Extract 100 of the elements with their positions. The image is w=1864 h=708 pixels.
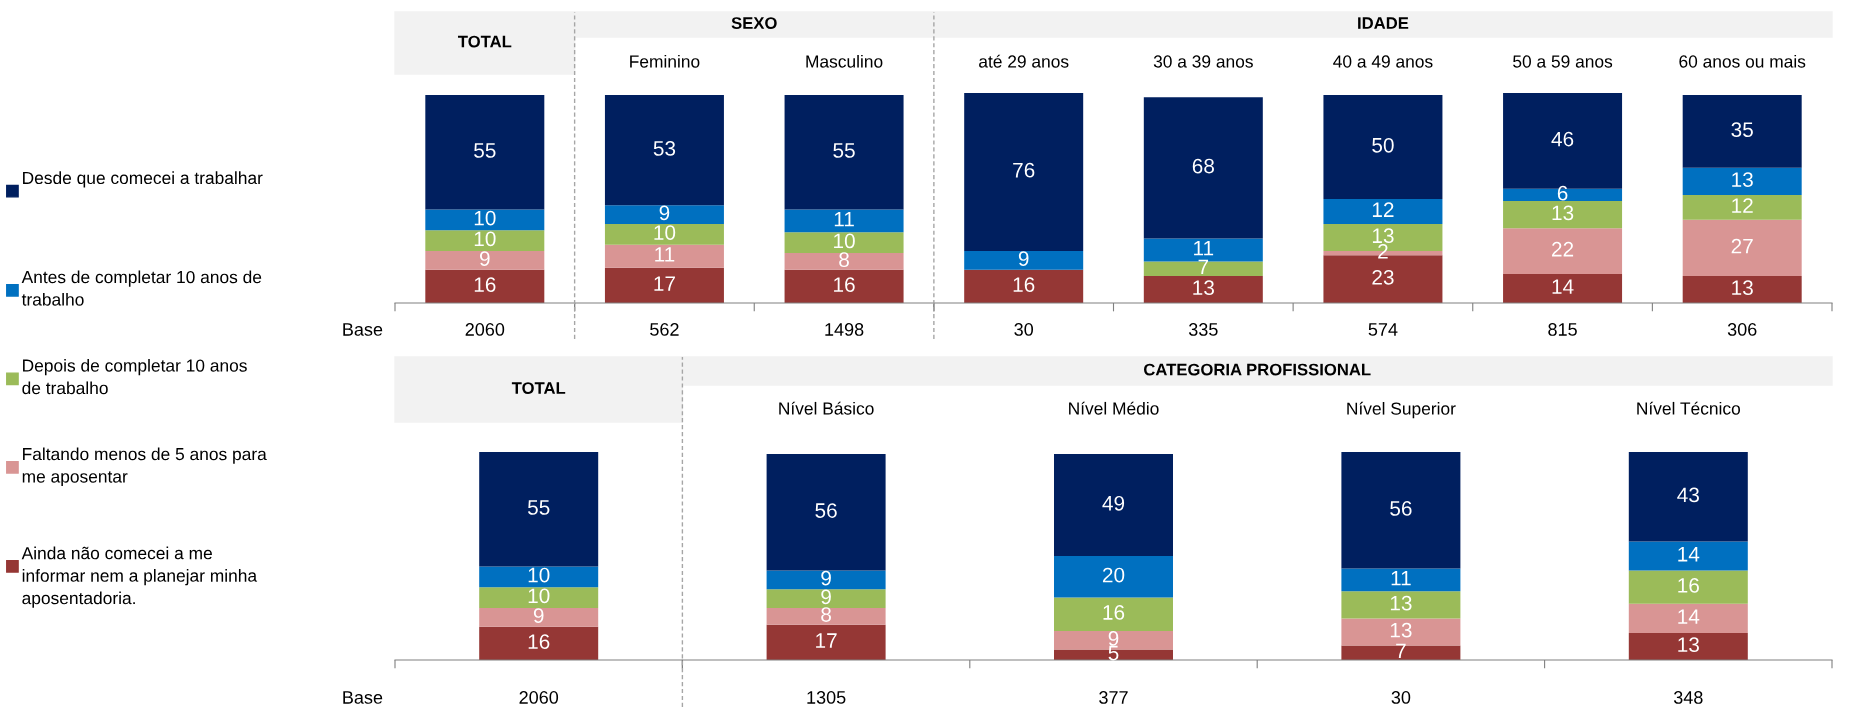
data-label: 13 [1372, 228, 1394, 244]
bar [1143, 261, 1263, 276]
text: 377 [1099, 691, 1128, 704]
bar [1682, 95, 1802, 168]
y-axis-title: Base [343, 691, 383, 704]
data-label: 16 [834, 277, 855, 292]
text: 562 [650, 323, 679, 336]
data-label: 14 [1678, 547, 1700, 562]
chart-title: IDADE [1358, 17, 1409, 29]
bar [604, 95, 724, 206]
bar [766, 608, 886, 625]
data-label: 76 [1013, 162, 1035, 178]
chart-title: CATEGORIA PROFISSIONAL [1143, 363, 1371, 376]
data-label: 5 [1108, 645, 1119, 661]
data-label: 16 [1678, 578, 1699, 593]
data-label: 49 [1102, 495, 1125, 511]
legend-label: Depois de completar 10 anos de trabalho [22, 358, 247, 395]
bar [1628, 541, 1748, 571]
data-label: 11 [1391, 570, 1411, 586]
bar [479, 452, 599, 567]
bar [1503, 228, 1623, 274]
text: 306 [1727, 323, 1757, 336]
x-tick-label: Nível Médio [1069, 401, 1159, 415]
bar [784, 209, 904, 233]
x-tick-label: Masculino [806, 54, 883, 68]
text: 574 [1368, 323, 1398, 336]
bar [766, 589, 886, 608]
chart-title: TOTAL [511, 382, 566, 394]
bar [964, 93, 1084, 252]
chart-title: SEXO [731, 17, 777, 29]
text: 815 [1548, 323, 1577, 336]
data-label: 16 [1013, 277, 1035, 292]
bar [784, 269, 904, 303]
x-tick-label: Feminino [630, 54, 700, 68]
bar [766, 624, 886, 660]
text: 30 [1391, 691, 1411, 704]
bar [479, 587, 599, 608]
bar [784, 232, 904, 254]
bar [784, 253, 904, 270]
x-tick-label: Nível Básico [779, 401, 874, 415]
data-label: 14 [1552, 279, 1574, 294]
data-label: 8 [821, 607, 831, 622]
data-label: 46 [1551, 131, 1574, 147]
data-label: 13 [1552, 205, 1574, 221]
bar [1341, 568, 1461, 592]
text: 30 [1014, 323, 1034, 336]
data-label: 17 [654, 276, 675, 291]
data-label: 23 [1372, 269, 1394, 285]
data-label: 11 [834, 211, 854, 227]
bar [766, 570, 886, 590]
data-label: 56 [1390, 501, 1412, 516]
data-label: 10 [528, 588, 550, 604]
chart-title: TOTAL [457, 35, 512, 48]
bar [1054, 454, 1173, 556]
bar [1143, 275, 1263, 303]
text: 2060 [465, 323, 505, 336]
bar [964, 269, 1084, 303]
bar [425, 251, 545, 270]
bar [1628, 570, 1748, 604]
bar [1323, 199, 1443, 224]
y-axis-title: Base [343, 323, 383, 336]
data-label: 17 [816, 633, 837, 648]
bar [425, 269, 545, 303]
bar [1682, 167, 1802, 195]
data-label: 12 [1372, 202, 1394, 217]
bar [1628, 603, 1748, 633]
bar [766, 454, 886, 571]
data-label: 13 [1390, 595, 1412, 611]
data-label: 35 [1731, 122, 1753, 138]
bar [604, 244, 724, 268]
bar [425, 230, 545, 252]
data-label: 16 [528, 634, 550, 649]
data-label: 9 [1018, 251, 1029, 266]
data-label: 68 [1192, 158, 1214, 174]
data-label: 16 [1103, 605, 1125, 620]
data-label: 10 [528, 567, 550, 583]
bar [479, 608, 599, 627]
legend-label: Antes de completar 10 anos de trabalho [21, 270, 262, 306]
data-label: 9 [533, 608, 544, 623]
data-label: 13 [1732, 280, 1753, 296]
bar [1503, 273, 1623, 303]
data-label: 55 [833, 143, 855, 158]
data-label: 8 [839, 252, 849, 268]
data-label: 43 [1677, 487, 1699, 503]
data-label: 55 [527, 500, 550, 515]
x-tick-label: Nível Técnico [1637, 401, 1741, 415]
bar [1682, 194, 1802, 220]
data-label: 13 [1193, 280, 1214, 296]
bar [1503, 201, 1623, 229]
bar [604, 205, 724, 224]
legend-label: Faltando menos de 5 anos para me aposentar [22, 447, 267, 487]
bar [1054, 556, 1173, 598]
x-tick-label: 50 a 59 anos [1513, 55, 1613, 68]
x-tick-label: 60 anos ou mais [1679, 54, 1806, 68]
data-label: 9 [1108, 631, 1119, 646]
bar [1341, 645, 1461, 660]
text: 1305 [807, 691, 846, 704]
text: 1498 [825, 323, 864, 336]
bar [1341, 452, 1461, 569]
data-label: 6 [1557, 185, 1568, 201]
